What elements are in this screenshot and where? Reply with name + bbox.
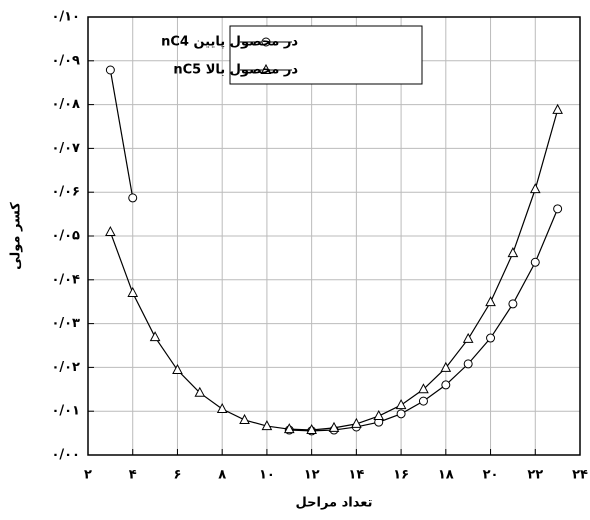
x-tick-label: ۱۸ — [438, 468, 454, 483]
point — [105, 65, 115, 75]
point — [373, 409, 385, 421]
y-tick-label: ۰/۰۲ — [51, 360, 80, 375]
point — [552, 103, 563, 114]
y-tick-label: ۰/۰۳ — [51, 316, 80, 331]
y-tick-label: ۰/۰۷ — [51, 141, 80, 156]
point — [395, 398, 407, 410]
x-tick-label: ۲۴ — [572, 468, 588, 483]
x-tick-label: ۸ — [218, 468, 226, 483]
point — [418, 396, 428, 406]
point — [105, 225, 116, 237]
point — [283, 423, 295, 434]
x-tick-label: ۱۶ — [393, 468, 409, 483]
point — [418, 383, 429, 394]
series-line — [109, 69, 134, 198]
point — [529, 183, 541, 194]
x-tick-label: ۱۲ — [304, 468, 320, 483]
point — [128, 193, 138, 203]
y-axis-label: کسر مولی — [9, 202, 24, 270]
point — [441, 380, 451, 390]
x-tick-label: ۴ — [129, 468, 137, 483]
point — [553, 204, 563, 214]
point — [507, 247, 519, 258]
y-tick-label: ۰/۰۵ — [51, 229, 80, 244]
point — [463, 359, 473, 369]
y-tick-label: ۰/۰۸ — [51, 97, 80, 112]
point — [261, 420, 273, 431]
y-tick-label: ۰/۱۰ — [51, 10, 80, 25]
legend-marker — [261, 37, 271, 47]
point — [440, 361, 452, 372]
y-tick-label: ۰/۰۱ — [51, 404, 80, 419]
plot-frame — [87, 16, 581, 456]
point — [485, 296, 496, 307]
point — [396, 409, 406, 419]
point — [194, 386, 206, 397]
y-tick-label: ۰/۰۹ — [51, 53, 80, 68]
point — [127, 286, 139, 297]
x-tick-label: ۶ — [173, 468, 181, 483]
point — [530, 257, 540, 267]
x-tick-label: ۱۰ — [259, 468, 275, 483]
point — [351, 417, 362, 428]
x-tick-label: ۱۴ — [348, 468, 364, 483]
legend-label: nC4 در محصول پایین — [161, 35, 298, 50]
point — [486, 333, 496, 343]
legend-label: nC5 در محصول بالا — [173, 63, 298, 78]
x-tick-label: ۲۰ — [483, 468, 499, 483]
y-tick-label: ۰/۰۴ — [51, 272, 80, 287]
point — [149, 331, 161, 342]
x-tick-label: ۲۲ — [527, 468, 543, 483]
point — [462, 332, 474, 343]
point — [508, 299, 518, 309]
y-tick-label: ۰/۰۰ — [51, 448, 80, 463]
x-tick-label: ۲ — [84, 468, 92, 483]
point — [239, 413, 250, 424]
point — [328, 421, 340, 432]
y-tick-label: ۰/۰۶ — [51, 185, 80, 200]
legend-marker — [260, 63, 272, 74]
legend-box — [229, 25, 423, 85]
x-axis-label: تعداد مراحل — [296, 496, 373, 511]
point — [216, 402, 228, 414]
point — [306, 423, 317, 435]
point — [172, 363, 183, 375]
